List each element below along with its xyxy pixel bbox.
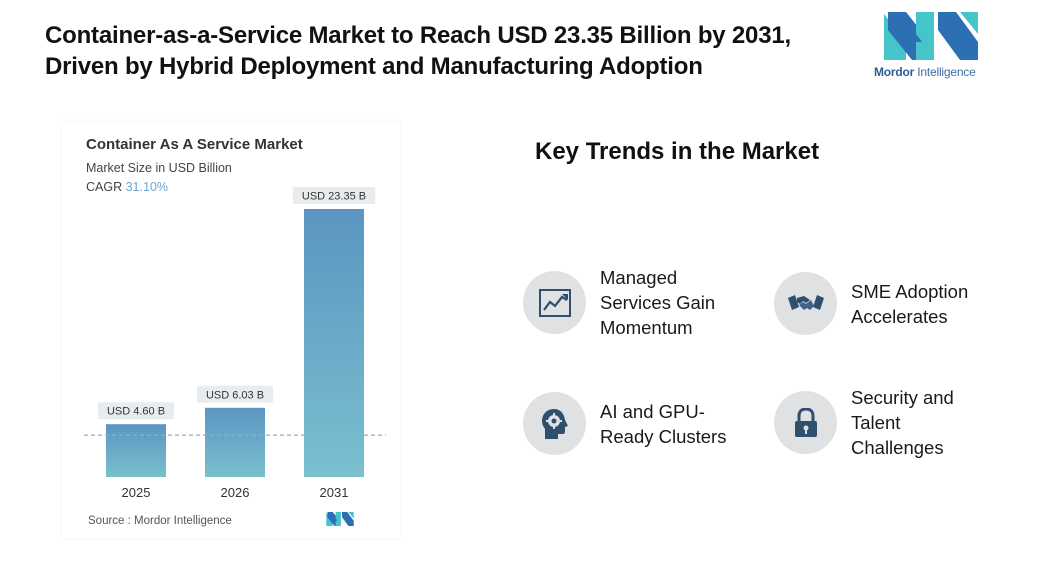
- trend-label: Security and Talent Challenges: [851, 385, 954, 460]
- trend-managed-services: Managed Services Gain Momentum: [523, 265, 715, 340]
- head-gear-icon: [523, 392, 586, 455]
- trend-label: AI and GPU- Ready Clusters: [600, 399, 726, 449]
- trend-label-line: Managed: [600, 267, 678, 288]
- headline-line-2: Driven by Hybrid Deployment and Manufact…: [45, 53, 703, 80]
- chart-subtitle: Market Size in USD Billion: [86, 161, 232, 175]
- trend-label-line: Ready Clusters: [600, 425, 727, 447]
- data-label-bg: [292, 187, 376, 204]
- brand-name-bold: Mordor: [874, 65, 915, 79]
- trend-label-line: Security and: [851, 387, 954, 408]
- headline-line-1: Container-as-a-Service Market to Reach U…: [45, 22, 791, 49]
- bar-2026: [205, 407, 265, 477]
- x-tick-label: 2026: [221, 485, 250, 500]
- chart-source: Source : Mordor Intelligence: [88, 515, 232, 527]
- data-label-bg: [197, 385, 273, 403]
- trends-title: Key Trends in the Market: [535, 138, 820, 165]
- trend-label-line: AI and GPU-: [600, 400, 705, 422]
- x-tick-label: 2025: [122, 485, 151, 500]
- cagr-label: CAGR: [86, 180, 123, 194]
- trend-label-line: Accelerates: [851, 305, 948, 327]
- trend-label: SME Adoption Accelerates: [851, 279, 968, 329]
- brand-name-rest: Intelligence: [914, 65, 976, 79]
- mini-logo-icon: [326, 512, 354, 526]
- x-tick-label: 2031: [320, 485, 349, 500]
- handshake-icon: [774, 272, 837, 335]
- line-chart-icon: [523, 271, 586, 334]
- bar-chart: USD 4.60 B 2025 USD 6.03 B 2026 USD 23.35 B 2…: [84, 187, 386, 500]
- data-label: USD 6.03 B: [206, 389, 264, 401]
- page-headline: Container-as-a-Service Market to Reach U…: [45, 20, 865, 82]
- data-label: USD 23.35 B: [302, 191, 366, 203]
- padlock-icon: [774, 391, 837, 454]
- trend-label-line: Services Gain: [600, 292, 716, 313]
- trend-ai-gpu: AI and GPU- Ready Clusters: [523, 392, 726, 455]
- data-label: USD 4.60 B: [107, 406, 165, 418]
- data-label-bg: [98, 402, 174, 420]
- trend-label-line: Momentum: [600, 317, 693, 338]
- trend-label-line: SME Adoption: [851, 280, 969, 302]
- bar-2031: [304, 209, 364, 477]
- cagr-value: 31.10%: [125, 180, 169, 194]
- chart-card: USD 4.60 B 2025 USD 6.03 B 2026 USD 23.35 B 2…: [62, 122, 400, 538]
- trend-label-line: Challenges: [851, 437, 944, 458]
- trend-sme-adoption: SME Adoption Accelerates: [774, 272, 968, 335]
- trend-security-talent: Security and Talent Challenges: [774, 385, 954, 460]
- chart-title: Container As A Service Market: [86, 136, 303, 153]
- trend-label-line: Talent: [851, 412, 901, 433]
- bar-2025: [106, 424, 166, 477]
- chart-cagr: CAGR 31.10%: [86, 180, 168, 194]
- brand-logo: Mordor Intelligence: [872, 12, 992, 82]
- mordor-logo-icon: [884, 12, 978, 60]
- trend-label: Managed Services Gain Momentum: [600, 265, 715, 340]
- brand-name: Mordor Intelligence: [874, 65, 976, 79]
